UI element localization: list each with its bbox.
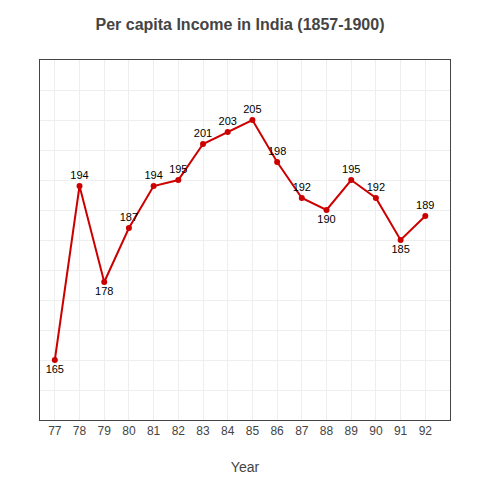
svg-text:195: 195 bbox=[342, 163, 360, 175]
svg-text:90: 90 bbox=[369, 424, 383, 438]
svg-text:91: 91 bbox=[394, 424, 408, 438]
svg-text:87: 87 bbox=[295, 424, 309, 438]
svg-text:185: 185 bbox=[391, 243, 409, 255]
svg-text:201: 201 bbox=[194, 127, 212, 139]
svg-text:80: 80 bbox=[122, 424, 136, 438]
svg-text:85: 85 bbox=[246, 424, 260, 438]
svg-text:205: 205 bbox=[243, 103, 261, 115]
svg-text:81: 81 bbox=[147, 424, 161, 438]
svg-text:203: 203 bbox=[219, 115, 237, 127]
svg-text:190: 190 bbox=[317, 213, 335, 225]
svg-text:194: 194 bbox=[70, 169, 88, 181]
svg-text:78: 78 bbox=[73, 424, 87, 438]
svg-text:187: 187 bbox=[120, 211, 138, 223]
svg-text:86: 86 bbox=[270, 424, 284, 438]
svg-text:192: 192 bbox=[367, 181, 385, 193]
svg-text:198: 198 bbox=[268, 145, 286, 157]
svg-text:79: 79 bbox=[98, 424, 112, 438]
svg-text:84: 84 bbox=[221, 424, 235, 438]
svg-text:194: 194 bbox=[144, 169, 162, 181]
svg-text:83: 83 bbox=[196, 424, 210, 438]
svg-text:Year: Year bbox=[231, 459, 260, 475]
svg-text:Per capita Income in India (18: Per capita Income in India (1857-1900) bbox=[95, 16, 384, 33]
svg-text:178: 178 bbox=[95, 285, 113, 297]
svg-text:77: 77 bbox=[48, 424, 62, 438]
svg-text:189: 189 bbox=[416, 199, 434, 211]
svg-text:192: 192 bbox=[293, 181, 311, 193]
svg-text:195: 195 bbox=[169, 163, 187, 175]
svg-text:92: 92 bbox=[419, 424, 433, 438]
svg-text:165: 165 bbox=[46, 363, 64, 375]
svg-text:88: 88 bbox=[320, 424, 334, 438]
svg-text:82: 82 bbox=[172, 424, 186, 438]
svg-text:89: 89 bbox=[345, 424, 359, 438]
